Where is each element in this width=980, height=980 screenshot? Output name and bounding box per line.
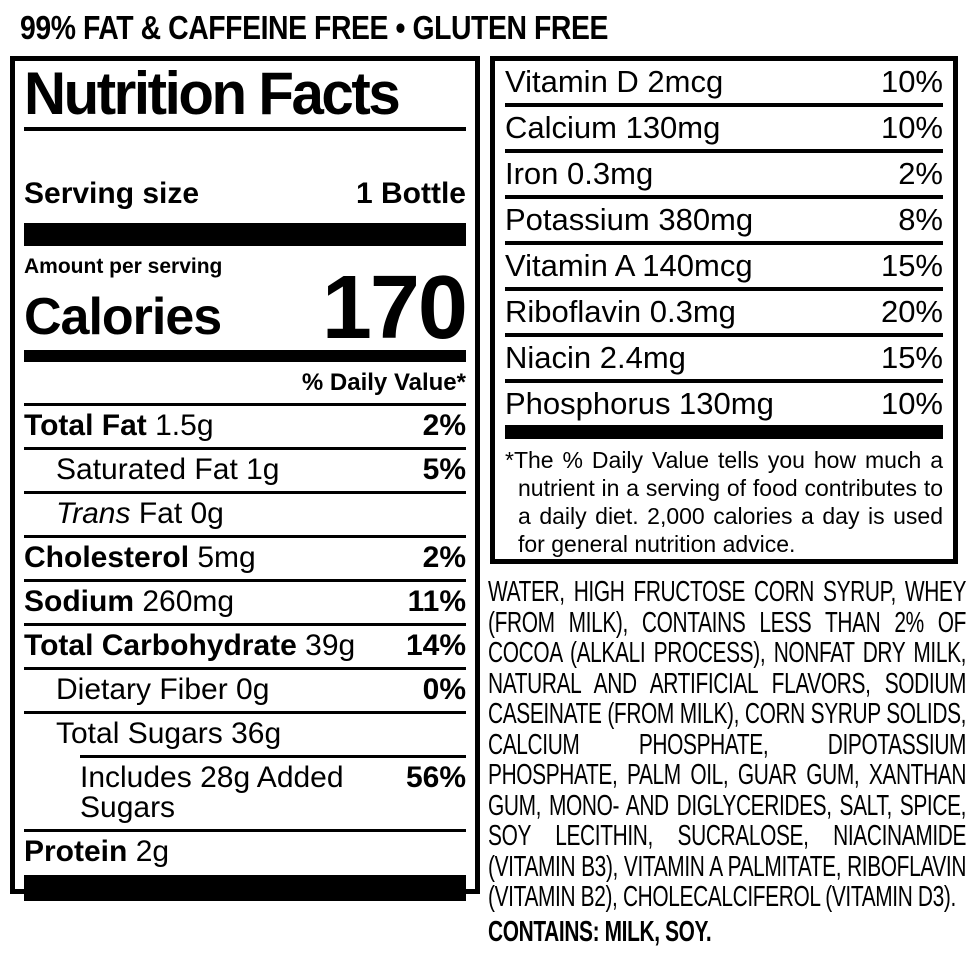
daily-value: 11% — [407, 585, 466, 618]
ingredients-section: WATER, HIGH FRUCTOSE CORN SYRUP, WHEY (F… — [488, 577, 966, 949]
calories-block: Amount per serving Calories 170 — [24, 255, 468, 358]
allergen-contains-statement: CONTAINS: MILK, SOY. — [488, 915, 712, 948]
separator-bar-bottom — [24, 875, 466, 901]
daily-value: 14% — [405, 629, 466, 662]
daily-value: 0% — [422, 673, 466, 706]
separator-bar-thick — [24, 223, 466, 246]
daily-value-footnote: *The % Daily Value tells you how much a … — [505, 447, 943, 557]
daily-value: 2% — [898, 156, 943, 191]
nutrient-row-dietary-fiber: Dietary Fiber 0g 0% — [24, 667, 466, 711]
daily-value: 2% — [422, 541, 466, 574]
separator-bar-mid — [24, 350, 466, 362]
vitamin-row-phosphorus: Phosphorus 130mg 10% — [505, 379, 943, 425]
vitamin-row-iron: Iron 0.3mg 2% — [505, 149, 943, 195]
vitamin-row-vitamin-d: Vitamin D 2mcg 10% — [505, 64, 943, 99]
nutrient-row-total-fat: Total Fat 1.5g 2% — [24, 403, 466, 447]
amount-per-serving-label: Amount per serving — [24, 255, 223, 278]
daily-value: 2% — [422, 409, 466, 442]
daily-value: 15% — [880, 340, 943, 375]
claim-banner: 99% FAT & CAFFEINE FREE • GLUTEN FREE — [20, 9, 608, 46]
nutrient-row-sodium: Sodium 260mg 11% — [24, 579, 466, 623]
nutrient-row-added-sugars: Includes 28g Added Sugars 56% — [80, 755, 466, 829]
vitamin-row-calcium: Calcium 130mg 10% — [505, 103, 943, 149]
nutrient-row-saturated-fat: Saturated Fat 1g 5% — [24, 447, 466, 491]
nutrient-row-cholesterol: Cholesterol 5mg 2% — [24, 535, 466, 579]
serving-size-label: Serving size — [24, 177, 200, 210]
vitamin-row-niacin: Niacin 2.4mg 15% — [505, 333, 943, 379]
serving-size-value: 1 Bottle — [355, 177, 466, 210]
daily-value: 15% — [880, 248, 943, 283]
nutrition-facts-panel: Nutrition Facts Serving size 1 Bottle Am… — [10, 56, 480, 901]
daily-value-header: % Daily Value* — [301, 369, 466, 396]
ingredients-text: WATER, HIGH FRUCTOSE CORN SYRUP, WHEY (F… — [488, 576, 967, 913]
nutrient-row-protein: Protein 2g — [24, 829, 466, 873]
vitamin-row-potassium: Potassium 380mg 8% — [505, 195, 943, 241]
calories-label: Calories — [24, 288, 222, 346]
nutrition-facts-title: Nutrition Facts — [24, 60, 401, 127]
daily-value: 5% — [422, 453, 466, 486]
nutrient-row-total-sugars: Total Sugars 36g — [24, 711, 466, 755]
separator-bar-vitamins — [505, 425, 943, 439]
daily-value: 8% — [898, 202, 943, 237]
serving-size-row: Serving size 1 Bottle — [24, 177, 466, 211]
calories-value: 170 — [321, 258, 468, 358]
title-rule — [24, 127, 466, 131]
nutrient-row-trans-fat: Trans Fat 0g — [24, 491, 466, 535]
daily-value: 56% — [405, 761, 466, 794]
nutrient-row-total-carbohydrate: Total Carbohydrate 39g 14% — [24, 623, 466, 667]
daily-value: 10% — [880, 110, 943, 145]
daily-value: 10% — [880, 386, 943, 421]
vitamins-panel: Vitamin D 2mcg 10% Calcium 130mg 10% Iro… — [490, 56, 958, 564]
vitamin-row-vitamin-a: Vitamin A 140mcg 15% — [505, 241, 943, 287]
vitamin-row-riboflavin: Riboflavin 0.3mg 20% — [505, 287, 943, 333]
daily-value: 20% — [880, 294, 943, 329]
daily-value: 10% — [880, 64, 943, 99]
